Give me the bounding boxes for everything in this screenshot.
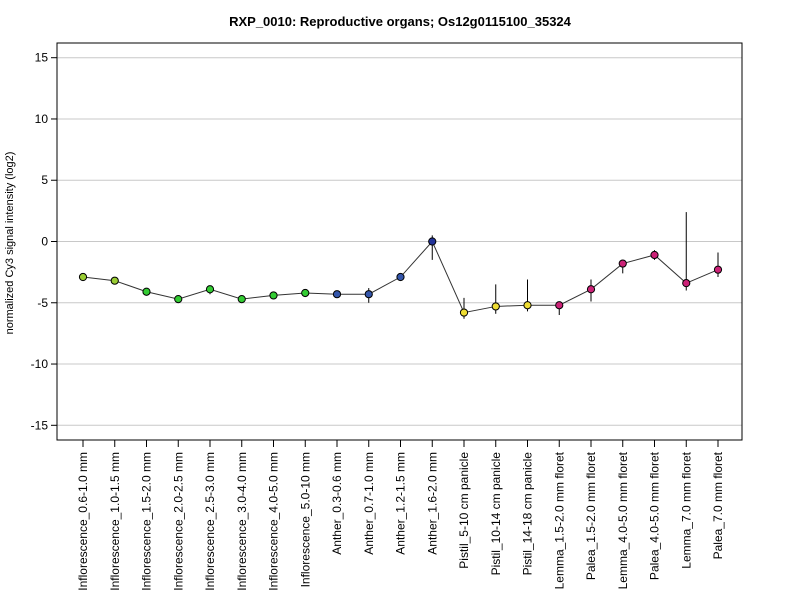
data-point [78,272,88,282]
y-tick-label: 10 [35,112,49,126]
plot-frame [56,42,743,441]
y-tick-label: 5 [41,173,48,187]
x-tick-label: Pistil_5-10 cm panicle [457,452,471,569]
x-tick-label: Pistil_14-18 cm panicle [521,452,535,576]
data-point [618,259,627,268]
data-points [78,237,723,317]
data-point [301,288,310,298]
chart-title: RXP_0010: Reproductive organs; Os12g0115… [229,14,572,29]
x-tick-label: Palea_7.0 mm floret [711,451,725,559]
x-tick-label: Anther_1.6-2.0 mm [425,452,439,555]
data-point [332,290,342,299]
y-tick-label: -5 [37,296,48,310]
data-point [713,265,723,274]
y-axis-label: normalized Cy3 signal intensity (log2) [4,152,16,335]
data-point [174,294,183,304]
data-point [650,250,659,260]
x-tick-label: Inflorescence_5.0-10 mm [298,452,312,587]
x-tick-label: Inflorescence_2.5-3.0 mm [203,452,217,591]
data-point [682,279,691,288]
x-tick-label: Anther_1.2-1.5 mm [394,452,408,555]
x-tick-label: Palea_1.5-2.0 mm floret [584,451,598,580]
data-point [237,294,246,304]
x-tick-label: Anther_0.7-1.0 mm [362,452,376,555]
data-point [586,285,596,294]
x-axis: Inflorescence_0.6-1.0 mm Inflorescence_1.… [76,440,725,591]
data-point [142,287,151,296]
data-point [110,276,119,285]
data-point [428,237,437,246]
x-tick-label: Inflorescence_1.0-1.5 mm [108,452,122,591]
x-tick-label: Lemma_4.0-5.0 mm floret [616,451,630,589]
x-tick-label: Inflorescence_3.0-4.0 mm [235,452,249,591]
x-tick-label: Palea_4.0-5.0 mm floret [648,451,662,580]
data-point [459,308,469,317]
y-tick-label: 15 [35,51,49,65]
y-tick-label: 0 [41,235,48,249]
data-point [555,301,564,310]
y-tick-label: -10 [31,357,49,371]
x-tick-label: Lemma_7.0 mm floret [679,451,693,568]
data-point [269,291,278,300]
x-tick-label: Inflorescence_2.0-2.5 mm [171,452,185,591]
data-point [523,301,532,310]
y-axis: 15 10 5 0 -5 -10 -15 [31,51,57,432]
grid-lines [57,57,742,426]
data-point [205,285,215,294]
data-point [364,290,373,299]
x-tick-label: Anther_0.3-0.6 mm [330,452,344,555]
x-tick-label: Inflorescence_4.0-5.0 mm [267,452,281,591]
x-tick-label: Inflorescence_0.6-1.0 mm [76,452,90,591]
data-point [491,302,500,311]
data-point [396,272,405,282]
x-tick-label: Pistil_10-14 cm panicle [489,452,503,576]
y-tick-label: -15 [31,418,49,432]
x-tick-label: Inflorescence_1.5-2.0 mm [140,452,154,591]
x-tick-label: Lemma_1.5-2.0 mm floret [552,451,566,589]
